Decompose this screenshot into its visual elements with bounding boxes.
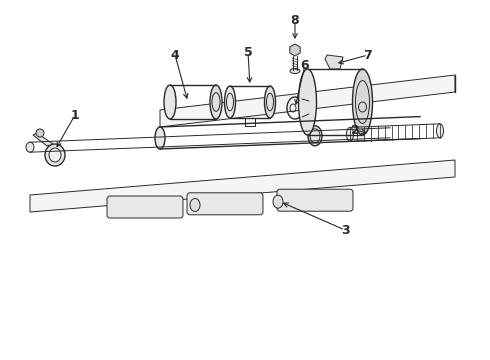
Ellipse shape: [190, 198, 200, 212]
Ellipse shape: [352, 69, 372, 135]
Ellipse shape: [224, 86, 236, 118]
Ellipse shape: [26, 142, 34, 152]
Text: 1: 1: [71, 108, 79, 122]
Ellipse shape: [308, 126, 322, 146]
Ellipse shape: [45, 144, 65, 166]
Ellipse shape: [155, 127, 165, 149]
Polygon shape: [290, 44, 300, 56]
Ellipse shape: [290, 68, 300, 73]
FancyBboxPatch shape: [187, 193, 263, 215]
Polygon shape: [325, 55, 343, 69]
Text: 4: 4: [171, 49, 179, 62]
Ellipse shape: [298, 69, 317, 135]
FancyBboxPatch shape: [277, 189, 353, 211]
Ellipse shape: [49, 148, 61, 162]
Ellipse shape: [437, 124, 443, 138]
Text: 6: 6: [301, 59, 309, 72]
Polygon shape: [160, 75, 455, 127]
Text: 5: 5: [244, 45, 252, 59]
Polygon shape: [30, 160, 455, 212]
Ellipse shape: [346, 127, 353, 141]
Ellipse shape: [164, 85, 176, 119]
Text: 3: 3: [341, 224, 349, 237]
Text: 7: 7: [364, 49, 372, 62]
Text: 8: 8: [291, 14, 299, 27]
Ellipse shape: [273, 195, 283, 208]
Polygon shape: [33, 133, 53, 146]
Ellipse shape: [310, 129, 320, 143]
Ellipse shape: [210, 85, 222, 119]
Ellipse shape: [36, 129, 44, 137]
Text: 2: 2: [351, 123, 359, 136]
FancyBboxPatch shape: [107, 196, 183, 218]
Ellipse shape: [265, 86, 275, 118]
